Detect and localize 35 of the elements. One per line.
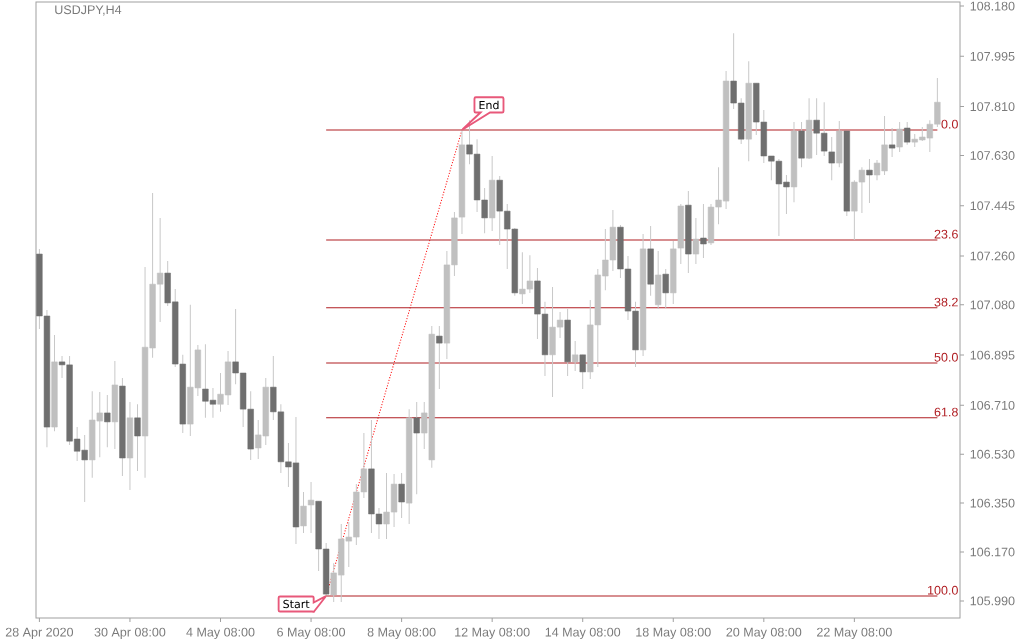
y-tick-label: 107.630 xyxy=(970,151,1015,160)
chart-title: USDJPY,H4 xyxy=(55,5,122,16)
y-tick-label: 108.180 xyxy=(970,1,1015,11)
series-label: 50.0 xyxy=(934,352,958,362)
candlestick xyxy=(692,217,700,265)
y-tick-label: 107.080 xyxy=(970,300,1015,310)
x-tick-label: 14 May 08:00 xyxy=(545,627,621,640)
series-label: 61.8 xyxy=(934,407,958,417)
y-tick-label: 106.350 xyxy=(970,498,1015,508)
x-tick-label: 20 May 08:00 xyxy=(726,627,802,640)
annotation: Start xyxy=(283,599,310,609)
x-tick-label: 22 May 08:00 xyxy=(817,627,892,640)
candlestick xyxy=(896,121,903,153)
y-tick-label: 106.530 xyxy=(970,449,1015,459)
candlestick xyxy=(572,340,579,372)
y-tick-label: 107.810 xyxy=(970,102,1015,112)
x-tick-label: 30 Apr 08:00 xyxy=(94,627,166,640)
x-tick-label: 28 Apr 2020 xyxy=(5,627,74,640)
x-tick-label: 18 May 08:00 xyxy=(636,627,711,640)
x-tick-label: 12 May 08:00 xyxy=(455,627,530,640)
series-label: 100.0 xyxy=(928,585,958,595)
y-tick-label: 106.170 xyxy=(970,547,1015,557)
y-tick-label: 106.710 xyxy=(970,400,1015,410)
series-label: 0.0 xyxy=(941,119,958,129)
series-label: 23.6 xyxy=(934,229,958,239)
x-tick-label: 6 May 08:00 xyxy=(277,627,346,640)
series-label: 38.2 xyxy=(934,297,958,307)
x-tick-label: 8 May 08:00 xyxy=(367,627,436,640)
y-tick-label: 105.990 xyxy=(970,596,1015,606)
y-tick-label: 107.260 xyxy=(970,251,1015,261)
y-tick-label: 106.895 xyxy=(970,350,1015,360)
y-tick-label: 107.995 xyxy=(970,51,1015,61)
x-tick-label: 4 May 08:00 xyxy=(186,627,255,640)
annotation: End xyxy=(479,100,499,110)
y-tick-label: 107.445 xyxy=(970,201,1015,211)
